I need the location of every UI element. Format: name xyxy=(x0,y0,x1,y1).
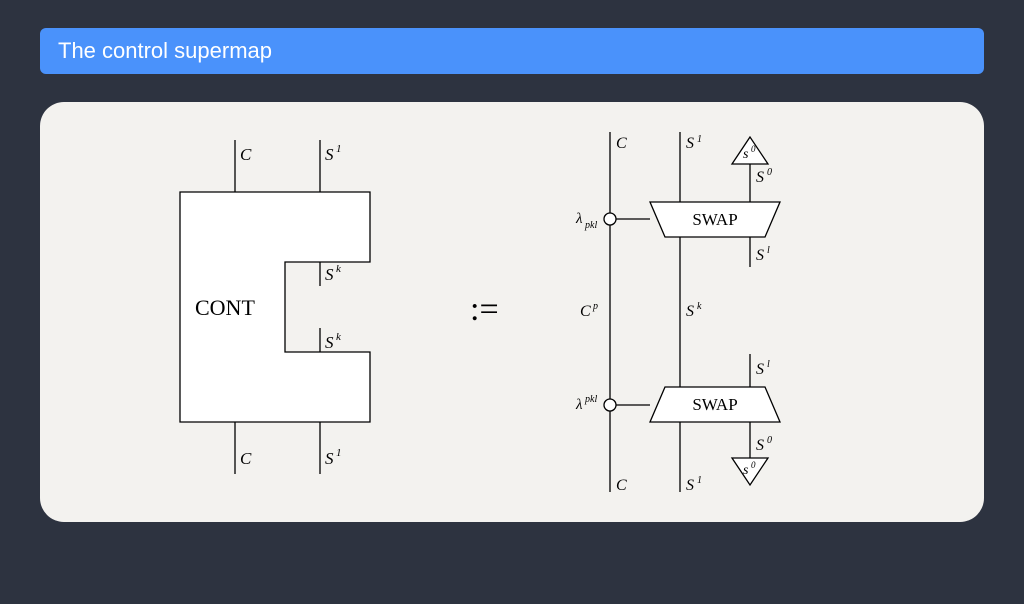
svg-text:s: s xyxy=(743,463,749,478)
svg-text:C: C xyxy=(580,303,591,320)
svg-text:l: l xyxy=(767,245,770,256)
label-Sk-lower: S k xyxy=(325,331,342,352)
label-C-top: C xyxy=(240,145,252,164)
title-bar: The control supermap xyxy=(40,28,984,74)
title-text: The control supermap xyxy=(58,38,272,63)
label-Sl-upper: S l xyxy=(756,245,770,264)
svg-text:λ: λ xyxy=(575,397,583,413)
right-block: s 0 S 0 SWAP SWAP s 0 S 0 λ pkl xyxy=(575,132,780,494)
svg-text:λ: λ xyxy=(575,211,583,227)
label-S1-bottom: S 1 xyxy=(325,447,342,468)
label-lambda-bottom: λ pkl xyxy=(575,394,597,413)
svg-text:0: 0 xyxy=(767,167,772,178)
label-S0-bottom: S 0 xyxy=(756,435,772,454)
svg-text:0: 0 xyxy=(751,460,756,470)
define-operator: := xyxy=(470,291,499,328)
cont-label: CONT xyxy=(195,295,255,320)
diagram-svg: C S 1 S k S k C S 1 CONT := xyxy=(40,102,984,522)
cont-block: C S 1 S k S k C S 1 CONT xyxy=(180,140,370,474)
svg-text:pkl: pkl xyxy=(584,394,597,405)
svg-text:pkl: pkl xyxy=(584,220,597,231)
svg-text:S: S xyxy=(325,265,334,284)
label-C-top-r: C xyxy=(616,135,627,152)
svg-text:k: k xyxy=(336,263,342,275)
label-Sk-r: S k xyxy=(686,301,702,320)
label-lambda-top: λ pkl xyxy=(575,211,597,231)
control-node-top xyxy=(604,213,616,225)
svg-text:0: 0 xyxy=(751,144,756,154)
svg-text:1: 1 xyxy=(697,134,702,145)
svg-text:S: S xyxy=(325,449,334,468)
svg-text:S: S xyxy=(756,361,764,378)
label-C-bottom: C xyxy=(240,449,252,468)
swap-label-bottom: SWAP xyxy=(692,395,737,414)
svg-text:S: S xyxy=(756,247,764,264)
control-node-bottom xyxy=(604,399,616,411)
svg-text:k: k xyxy=(697,301,702,312)
svg-text:S: S xyxy=(686,303,694,320)
label-Sk-upper: S k xyxy=(325,263,342,284)
state-triangle-top xyxy=(732,137,768,164)
svg-text:S: S xyxy=(756,437,764,454)
label-S1-bot-r: S 1 xyxy=(686,475,702,494)
swap-label-top: SWAP xyxy=(692,210,737,229)
svg-text:p: p xyxy=(592,301,598,312)
state-triangle-bottom xyxy=(732,458,768,485)
svg-text:l: l xyxy=(767,359,770,370)
svg-text:S: S xyxy=(325,145,334,164)
svg-text:1: 1 xyxy=(336,143,342,155)
svg-text:S: S xyxy=(686,135,694,152)
svg-text:s: s xyxy=(743,147,749,162)
svg-text:1: 1 xyxy=(697,475,702,486)
label-Sl-lower: S l xyxy=(756,359,770,378)
svg-text:k: k xyxy=(336,331,342,343)
svg-text:1: 1 xyxy=(336,447,342,459)
svg-text:S: S xyxy=(756,169,764,186)
label-S0-top: S 0 xyxy=(756,167,772,186)
svg-text:S: S xyxy=(686,477,694,494)
svg-text:0: 0 xyxy=(767,435,772,446)
svg-text:S: S xyxy=(325,333,334,352)
label-S1-top: S 1 xyxy=(325,143,342,164)
label-Cp: C p xyxy=(580,301,598,320)
content-panel: C S 1 S k S k C S 1 CONT := xyxy=(40,102,984,522)
label-S1-top-r: S 1 xyxy=(686,134,702,152)
label-C-bot-r: C xyxy=(616,477,627,494)
